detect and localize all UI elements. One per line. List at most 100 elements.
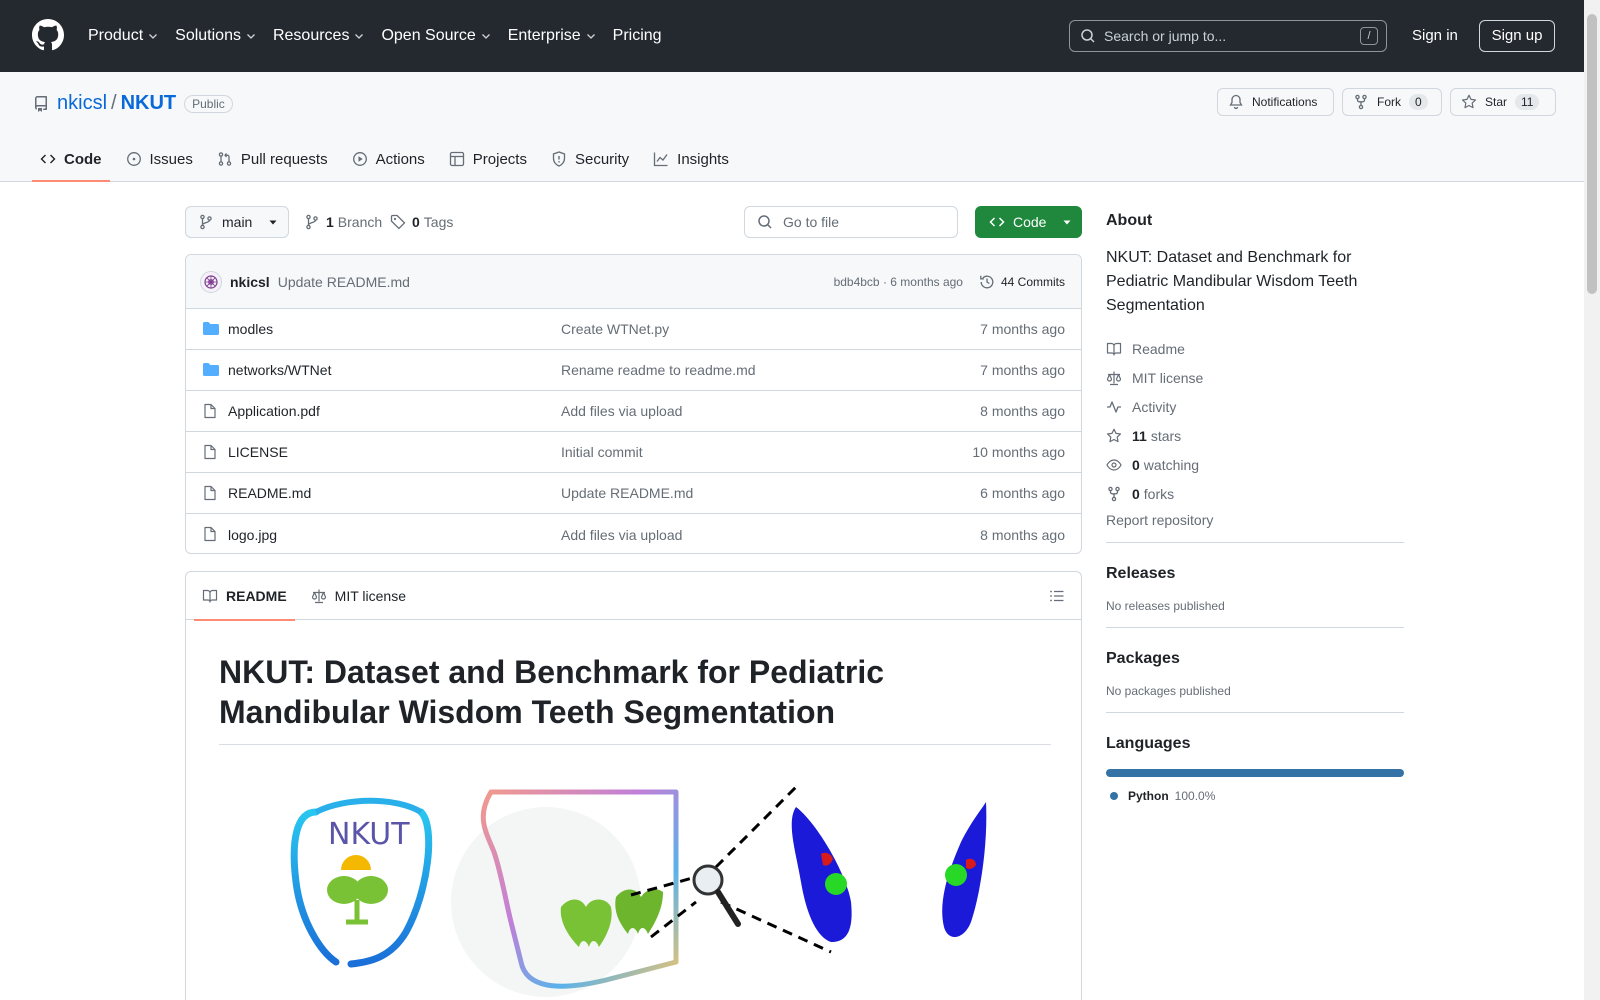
code-dropdown-button[interactable]: Code xyxy=(975,206,1082,238)
tab-readme[interactable]: README xyxy=(194,572,295,621)
tab-label: Code xyxy=(64,150,102,168)
notifications-button[interactable]: Notifications xyxy=(1217,88,1334,116)
file-row[interactable]: LICENSE Initial commit 10 months ago xyxy=(186,432,1081,473)
pulse-icon xyxy=(1107,400,1121,413)
avatar[interactable] xyxy=(200,270,222,293)
repo-name-link[interactable]: NKUT xyxy=(120,92,177,114)
tab-pull-requests[interactable]: Pull requests xyxy=(209,136,336,182)
book-icon xyxy=(202,589,218,603)
file-commit-message[interactable]: Update README.md xyxy=(561,485,694,501)
file-name[interactable]: Application.pdf xyxy=(228,403,320,419)
stars-link[interactable]: 11 stars xyxy=(1106,421,1404,450)
caret-down-icon xyxy=(269,220,277,225)
file-commit-message[interactable]: Add files via upload xyxy=(561,403,683,419)
go-to-file-input[interactable]: Go to file xyxy=(744,206,958,238)
tab-security[interactable]: Security xyxy=(543,136,637,182)
activity-link[interactable]: Activity xyxy=(1106,392,1404,421)
tab-label: Insights xyxy=(677,150,729,168)
tab-code[interactable]: Code xyxy=(32,136,110,182)
nav-label: Pricing xyxy=(612,27,662,44)
file-name[interactable]: LICENSE xyxy=(228,444,288,460)
commit-author[interactable]: nkicsl xyxy=(230,273,270,290)
law-icon xyxy=(311,589,326,603)
packages-title[interactable]: Packages xyxy=(1106,650,1180,667)
nav-product[interactable]: Product xyxy=(88,27,159,45)
tab-projects[interactable]: Projects xyxy=(441,136,535,182)
nav-label: Product xyxy=(88,27,144,44)
file-commit-message[interactable]: Add files via upload xyxy=(561,526,683,543)
chevron-down-icon xyxy=(355,34,364,39)
tab-issues[interactable]: Issues xyxy=(118,136,201,182)
search-input[interactable]: Search or jump to... / xyxy=(1069,20,1387,52)
fork-label: Fork xyxy=(1377,95,1401,109)
file-date: 8 months ago xyxy=(980,403,1065,419)
language-item[interactable]: Python 100.0% xyxy=(1106,789,1404,803)
forks-link[interactable]: 0 forks xyxy=(1106,479,1404,508)
nav-solutions[interactable]: Solutions xyxy=(175,27,257,45)
file-name[interactable]: logo.jpg xyxy=(228,526,278,543)
releases-title[interactable]: Releases xyxy=(1106,565,1176,582)
star-label: Star xyxy=(1485,95,1508,109)
readme-figure: NKUT xyxy=(276,782,996,997)
file-commit-message[interactable]: Create WTNet.py xyxy=(561,321,670,337)
packages-text: No packages published xyxy=(1106,684,1231,698)
file-name[interactable]: modles xyxy=(228,321,274,337)
tab-label: Pull requests xyxy=(240,150,328,168)
watching-link[interactable]: 0 watching xyxy=(1106,450,1404,479)
caret-down-icon xyxy=(1063,220,1071,225)
chevron-down-icon xyxy=(586,34,595,39)
languages-title: Languages xyxy=(1106,735,1191,752)
branch-name: main xyxy=(222,214,253,230)
branches-link[interactable]: 1 Branch xyxy=(304,214,382,230)
commit-info: bdb4bcb · 6 months ago 44 Commits xyxy=(834,255,1065,309)
fork-icon xyxy=(1355,94,1367,110)
scrollbar-thumb[interactable] xyxy=(1587,14,1597,294)
nav-label: Enterprise xyxy=(507,27,581,44)
branch-selector[interactable]: main xyxy=(185,206,289,238)
branch-icon xyxy=(306,214,318,230)
tab-actions[interactable]: Actions xyxy=(344,136,433,182)
nav-pricing[interactable]: Pricing xyxy=(613,27,662,45)
github-logo-icon[interactable] xyxy=(32,19,64,51)
file-commit-message[interactable]: Rename readme to readme.md xyxy=(561,362,756,378)
nav-label: Solutions xyxy=(175,27,241,44)
tab-license[interactable]: MIT license xyxy=(303,572,414,620)
forks-count: 0 xyxy=(1132,485,1140,502)
file-date: 8 months ago xyxy=(980,526,1065,543)
list-icon[interactable] xyxy=(1049,588,1065,604)
file-row[interactable]: modles Create WTNet.py 7 months ago xyxy=(186,309,1081,350)
license-link[interactable]: MIT license xyxy=(1106,363,1404,392)
sign-up-button[interactable]: Sign up xyxy=(1479,20,1555,52)
tags-link[interactable]: 0 Tags xyxy=(390,214,453,230)
activity-label: Activity xyxy=(1132,398,1177,415)
readme-link[interactable]: Readme xyxy=(1106,334,1404,363)
repo-title: nkicsl / NKUT Public xyxy=(33,92,233,115)
chevron-down-icon xyxy=(481,34,490,39)
star-button[interactable]: Star 11 xyxy=(1450,88,1556,116)
commits-link[interactable]: 44 Commits xyxy=(979,274,1065,290)
commit-message[interactable]: Update README.md xyxy=(277,273,410,290)
nav-open-source[interactable]: Open Source xyxy=(381,27,491,45)
file-name[interactable]: networks/WTNet xyxy=(228,362,332,378)
nav-enterprise[interactable]: Enterprise xyxy=(508,27,597,45)
tab-insights[interactable]: Insights xyxy=(645,136,737,182)
code-icon xyxy=(40,154,56,164)
tag-label: Tags xyxy=(423,214,454,230)
file-name[interactable]: README.md xyxy=(228,485,312,501)
file-row[interactable]: README.md Update README.md 6 months ago xyxy=(186,473,1081,514)
commit-hash-time[interactable]: bdb4bcb · 6 months ago xyxy=(833,275,963,289)
file-commit-message[interactable]: Initial commit xyxy=(561,444,643,460)
sign-in-link[interactable]: Sign in xyxy=(1412,27,1458,44)
table-icon xyxy=(449,151,464,167)
file-row[interactable]: networks/WTNet Rename readme to readme.m… xyxy=(186,350,1081,391)
report-repository-link[interactable]: Report repository xyxy=(1106,512,1214,528)
code-icon xyxy=(989,217,1005,227)
file-row[interactable]: Application.pdf Add files via upload 8 m… xyxy=(186,391,1081,432)
fork-button[interactable]: Fork 0 xyxy=(1342,88,1442,116)
language-name: Python xyxy=(1128,789,1169,803)
file-row[interactable]: logo.jpg Add files via upload 8 months a… xyxy=(186,514,1081,553)
page-scrollbar[interactable] xyxy=(1584,0,1600,1000)
repo-owner-link[interactable]: nkicsl xyxy=(57,92,108,114)
nav-resources[interactable]: Resources xyxy=(273,27,365,45)
file-date: 7 months ago xyxy=(980,362,1065,378)
